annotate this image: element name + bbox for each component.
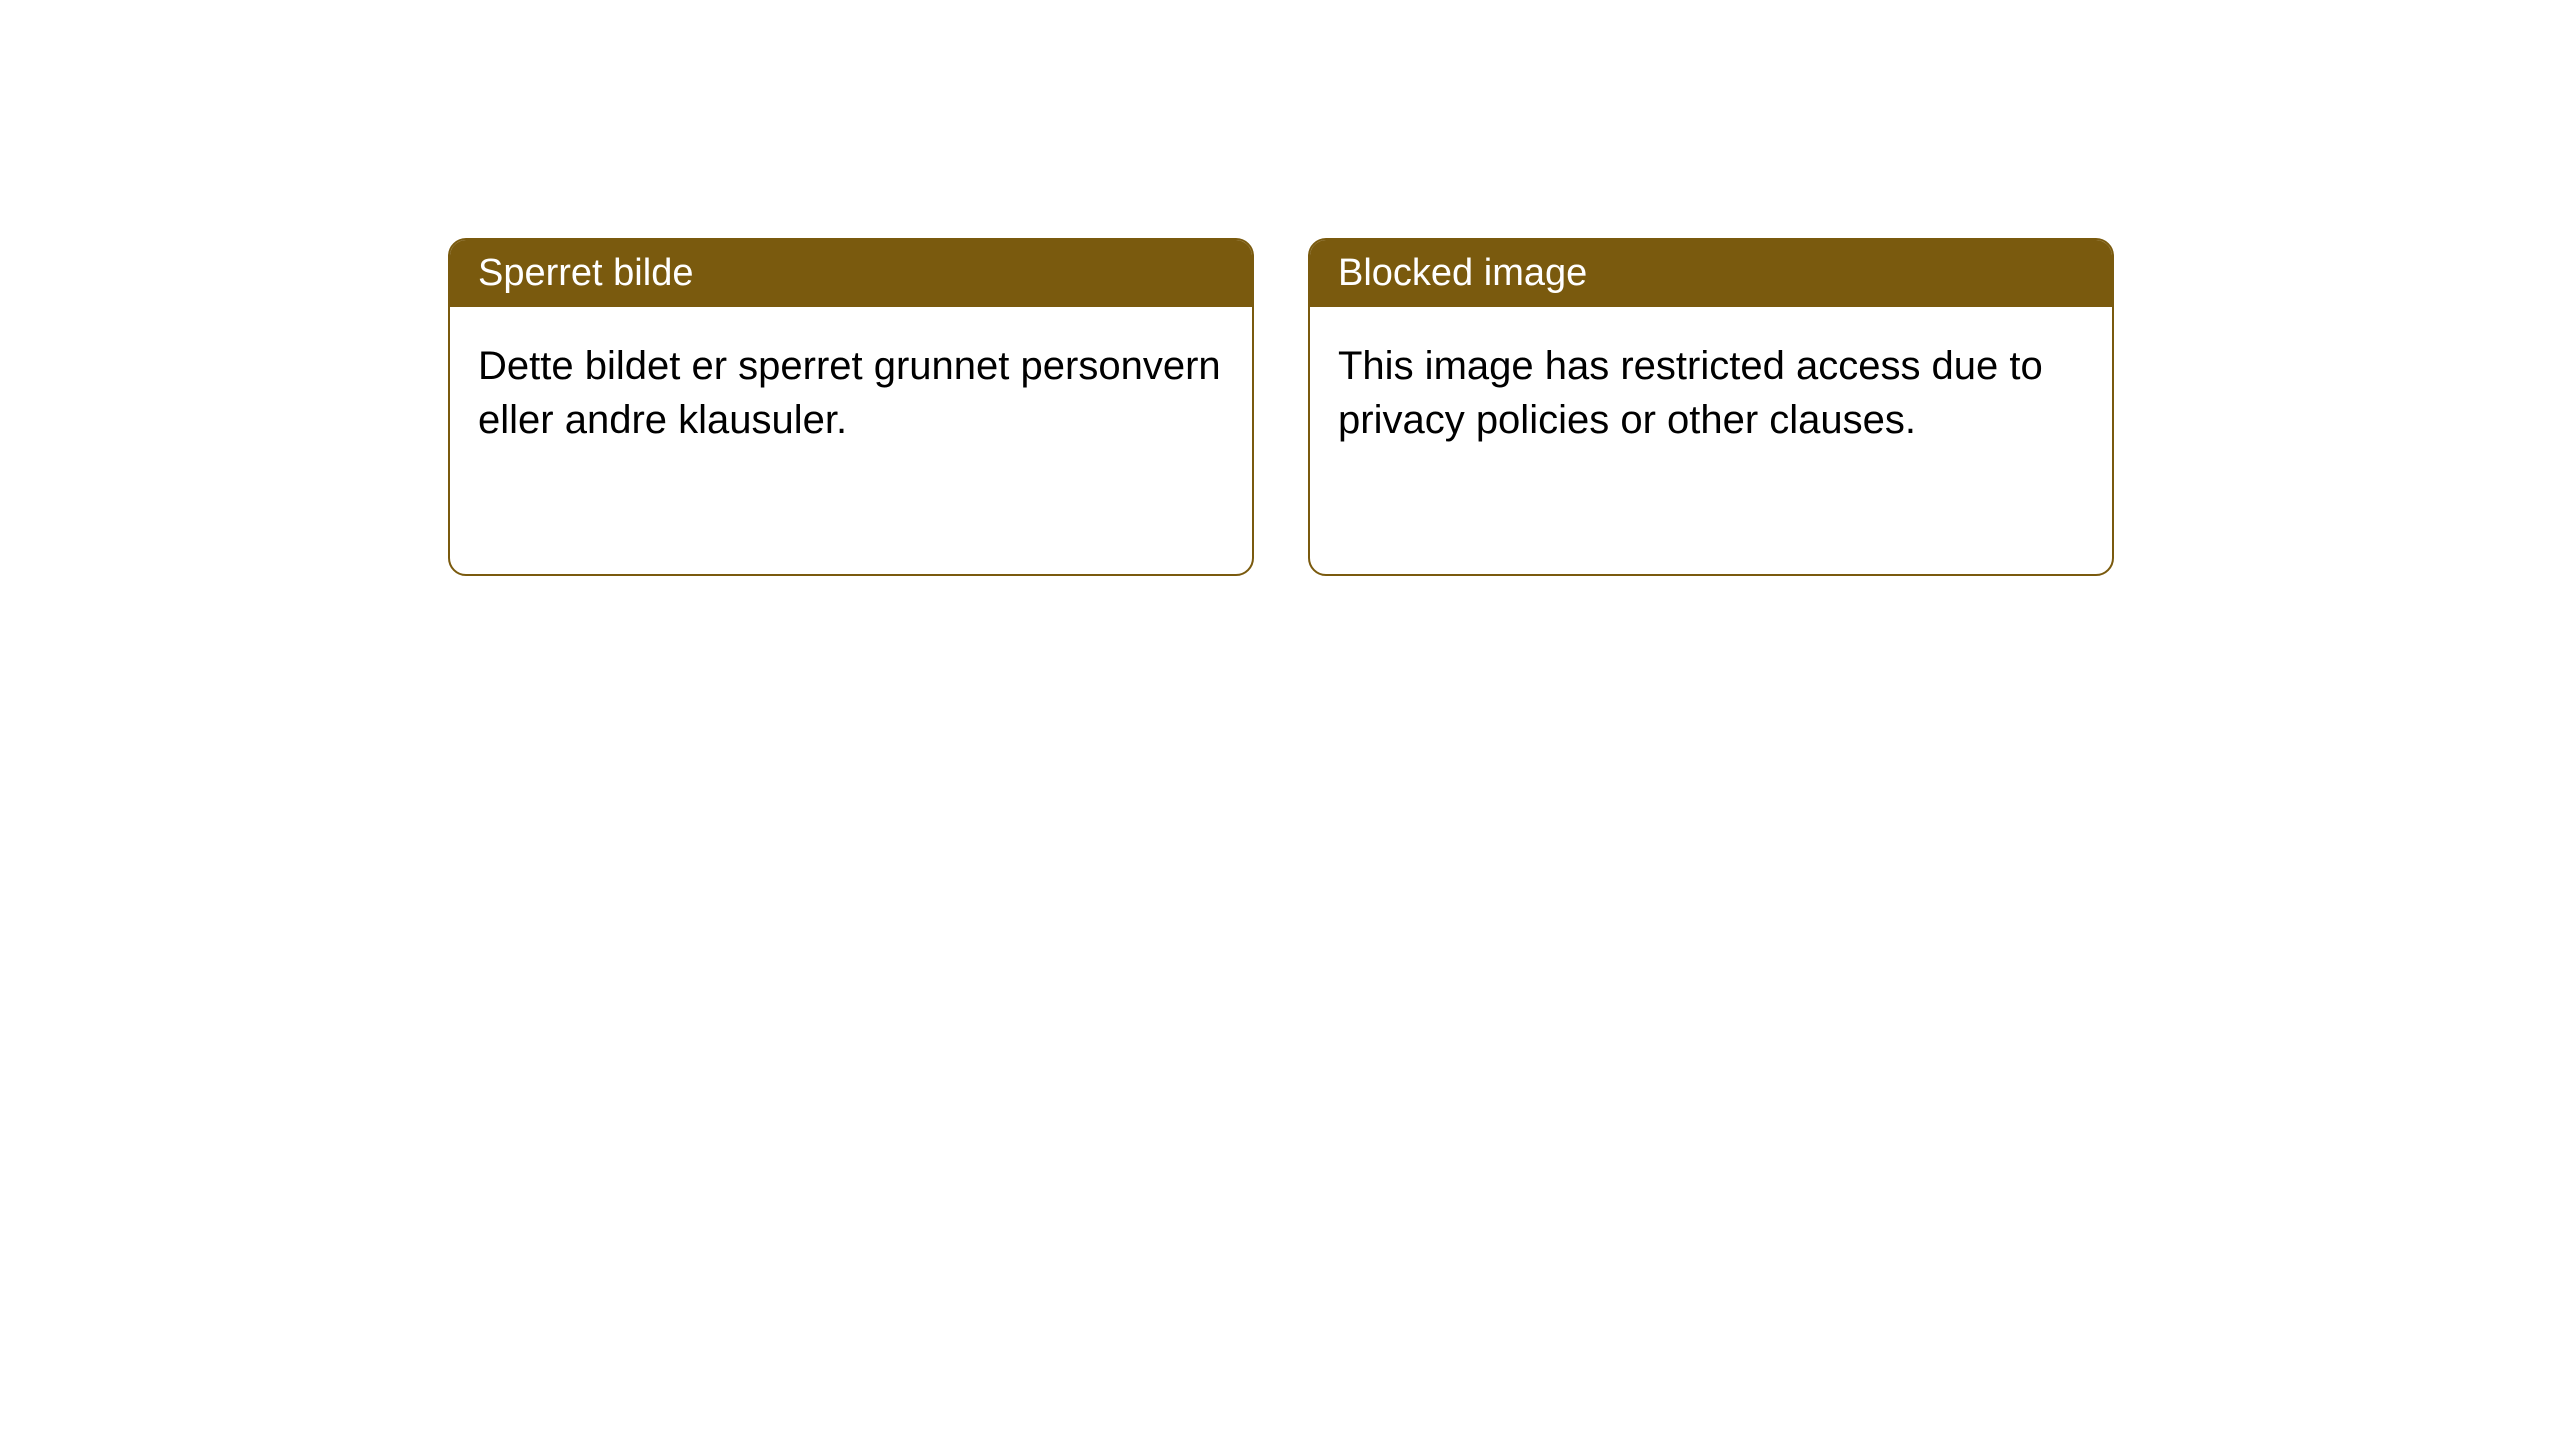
cards-container: Sperret bilde Dette bildet er sperret gr… [448,238,2114,576]
card-text-norwegian: Dette bildet er sperret grunnet personve… [478,344,1221,442]
card-header-norwegian: Sperret bilde [450,240,1252,307]
card-body-norwegian: Dette bildet er sperret grunnet personve… [450,307,1252,479]
card-title-norwegian: Sperret bilde [478,252,693,294]
card-norwegian: Sperret bilde Dette bildet er sperret gr… [448,238,1254,576]
card-text-english: This image has restricted access due to … [1338,344,2043,442]
card-body-english: This image has restricted access due to … [1310,307,2112,479]
card-header-english: Blocked image [1310,240,2112,307]
card-english: Blocked image This image has restricted … [1308,238,2114,576]
card-title-english: Blocked image [1338,252,1587,294]
